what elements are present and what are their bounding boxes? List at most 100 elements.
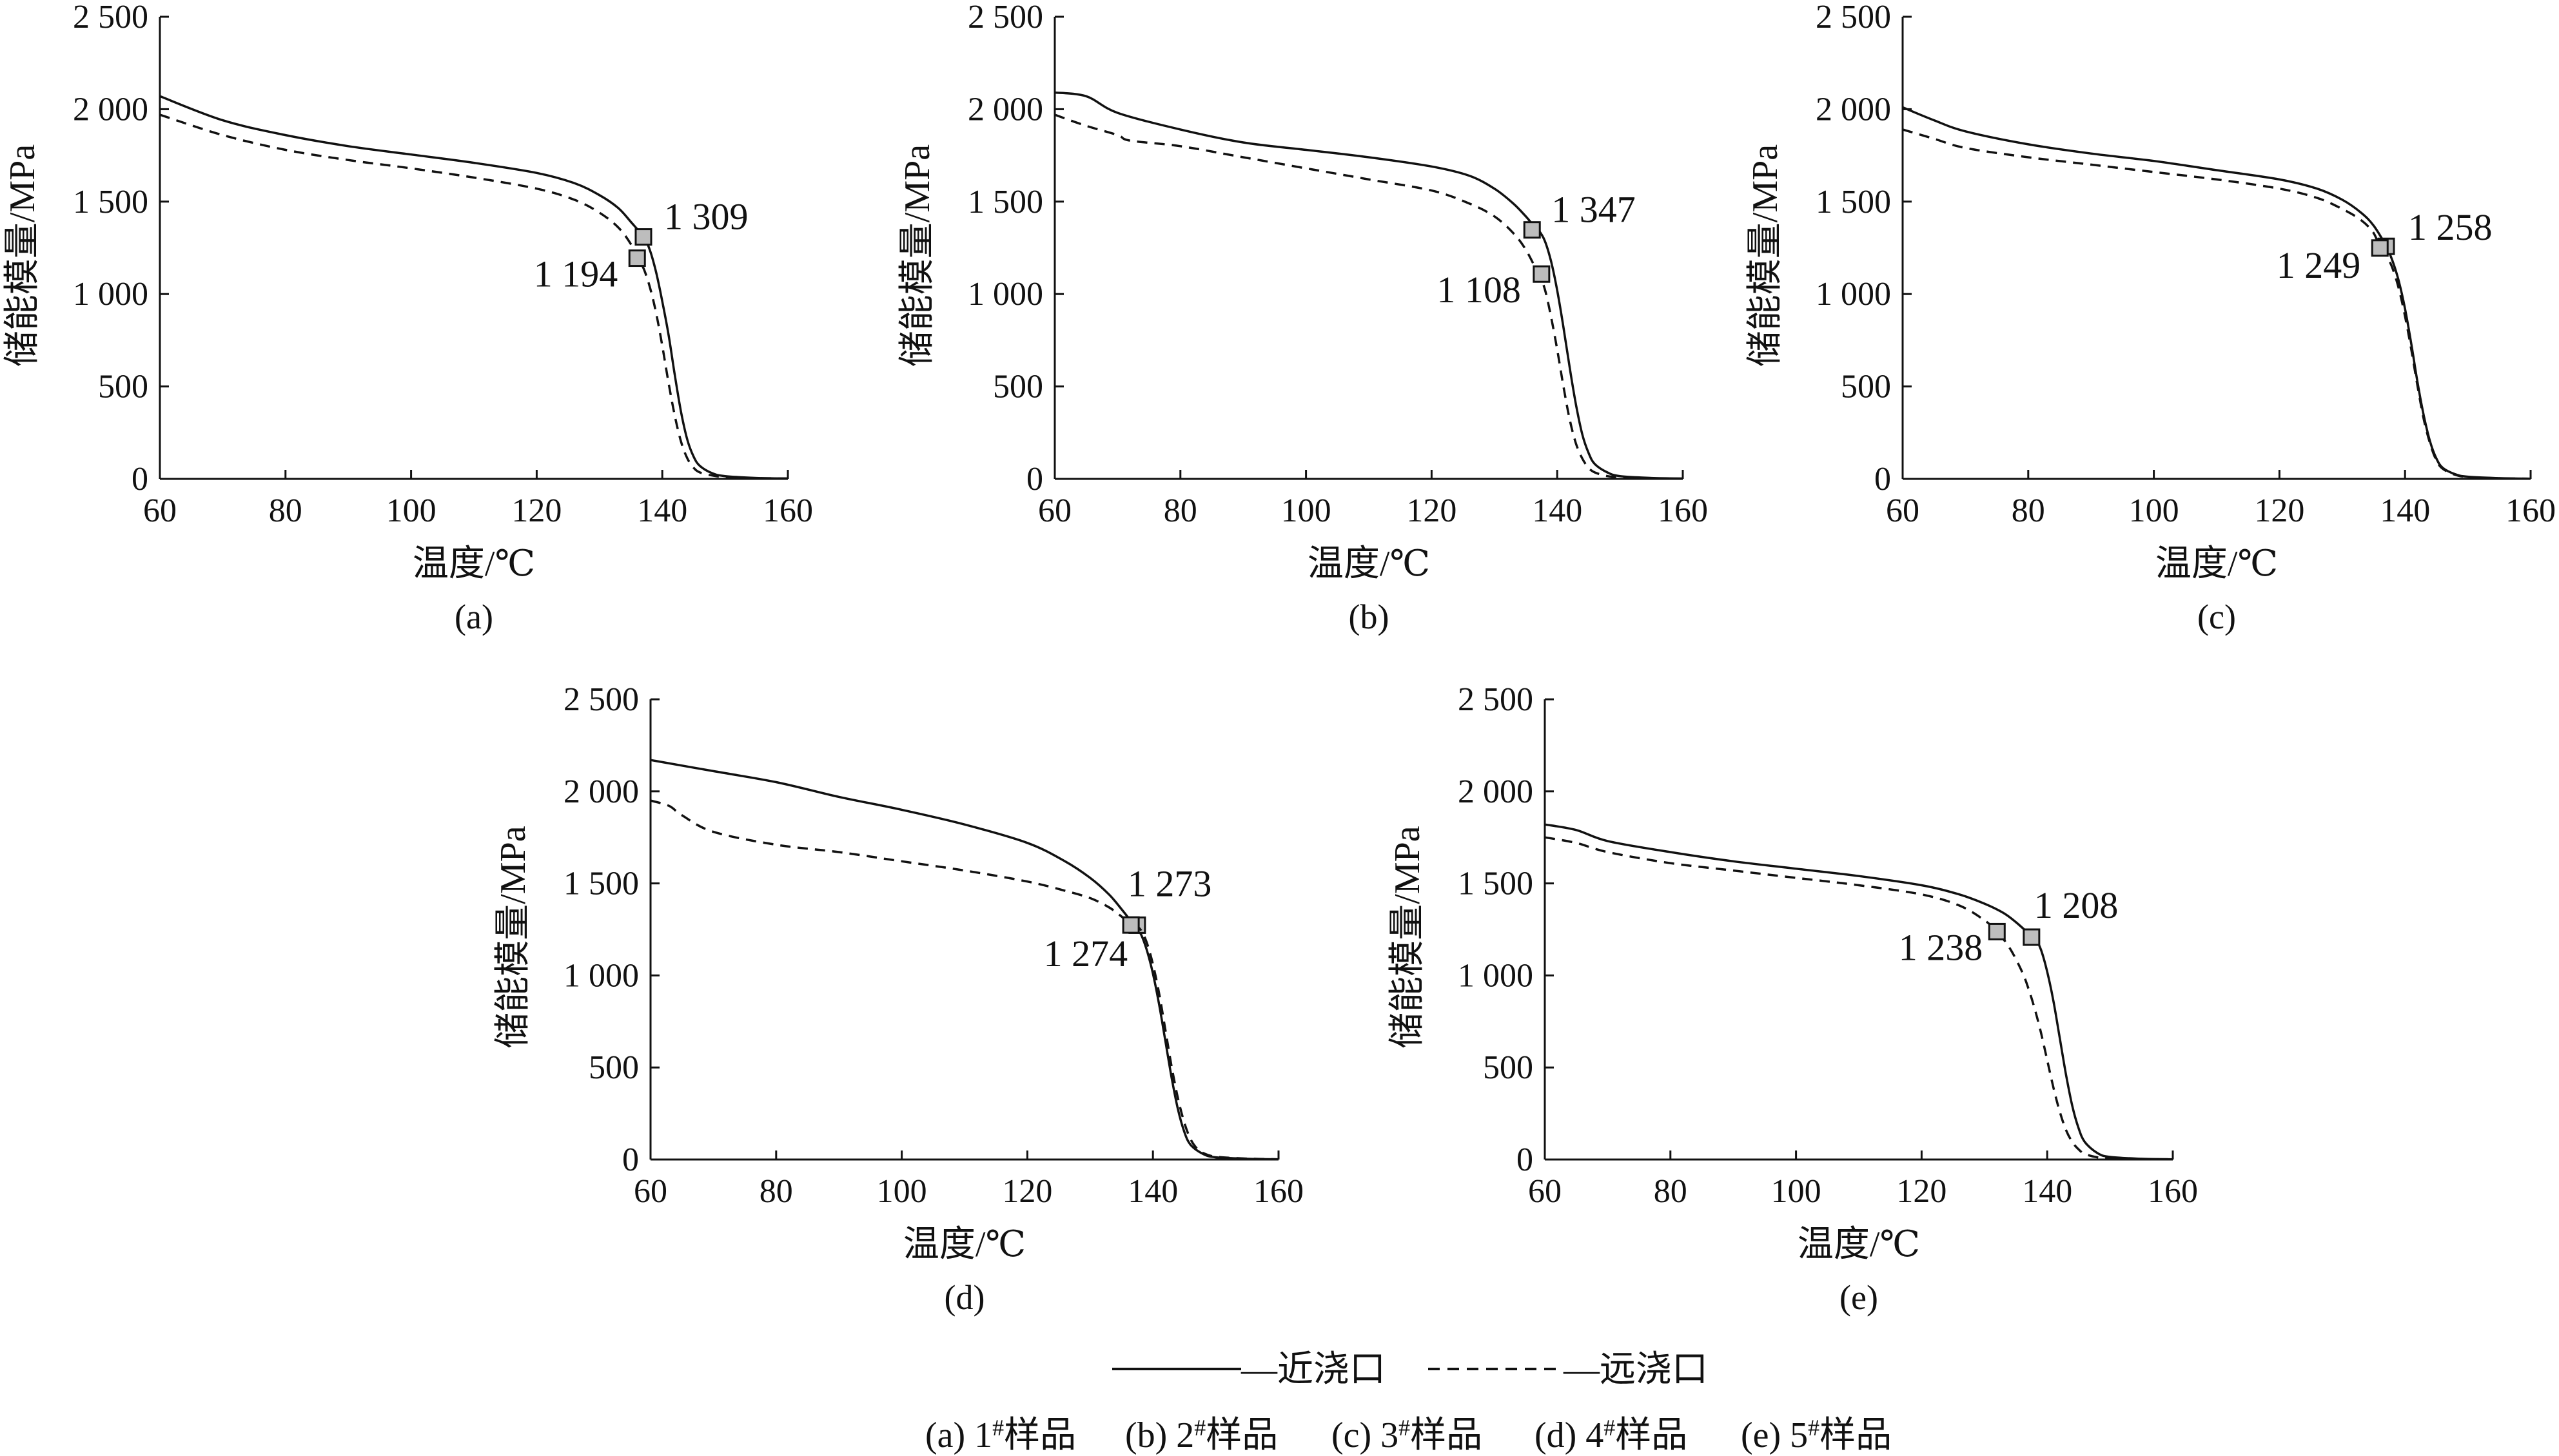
- y-axis-title: 储能模量/MPa: [3, 144, 43, 367]
- y-tick-label: 1 500: [564, 866, 639, 902]
- y-tick-label: 2 500: [968, 0, 1043, 35]
- annotation-far-gate: 1 249: [2277, 244, 2361, 286]
- series-line-far-gate: [159, 113, 789, 480]
- panel-label: (c): [2197, 597, 2236, 636]
- y-tick-label: 2 000: [564, 773, 639, 810]
- annotation-near-gate: 1 258: [2408, 206, 2493, 248]
- y-axis-title: 储能模量/MPa: [493, 826, 533, 1048]
- y-tick-label: 2 500: [1458, 681, 1533, 718]
- annotation-near-gate: 1 208: [2034, 884, 2119, 926]
- panel-label: (a): [455, 597, 493, 636]
- marker-far-gate: [1988, 922, 2006, 940]
- x-tick-label: 60: [1886, 492, 1919, 529]
- y-tick-label: 0: [1874, 461, 1891, 498]
- marker-far-gate: [628, 249, 646, 267]
- legend-far-label: —远浇口: [1563, 1350, 1708, 1390]
- series-line-far-gate: [1544, 836, 2173, 1161]
- x-tick-label: 80: [269, 492, 302, 529]
- y-axis-title: 储能模量/MPa: [1745, 144, 1785, 367]
- y-tick-label: 2 000: [73, 91, 148, 128]
- series-line-near-gate: [1054, 91, 1683, 480]
- panel-label: (d): [945, 1278, 985, 1317]
- x-axis-title: 温度/℃: [1798, 1225, 1920, 1265]
- x-tick-label: 140: [1532, 492, 1582, 529]
- x-tick-label: 60: [143, 492, 177, 529]
- y-tick-label: 1 000: [73, 276, 148, 313]
- x-tick-label: 120: [1896, 1173, 1946, 1210]
- x-tick-label: 140: [2022, 1173, 2072, 1210]
- marker-far-gate: [1122, 916, 1140, 934]
- x-tick-label: 120: [2254, 492, 2304, 529]
- panel-b: 60 80 100 120 140 160 0 500 1 000 1 500 2 000 2 500…: [897, 0, 1708, 636]
- series-line-near-gate: [650, 759, 1279, 1161]
- x-tick-label: 100: [1771, 1173, 1821, 1210]
- y-tick-label: 0: [132, 461, 148, 498]
- series-line-near-gate: [159, 95, 789, 480]
- annotation-near-gate: 1 347: [1551, 189, 1636, 231]
- x-tick-label: 120: [1002, 1173, 1052, 1210]
- y-tick-label: 1 000: [968, 276, 1043, 313]
- x-tick-label: 80: [1164, 492, 1197, 529]
- legend-near-label: —近浇口: [1240, 1350, 1386, 1390]
- y-tick-label: 2 500: [73, 0, 148, 35]
- y-tick-label: 2 000: [968, 91, 1043, 128]
- caption-e: (e) 5#样品: [1741, 1415, 1892, 1455]
- x-tick-label: 160: [1253, 1173, 1304, 1210]
- y-tick-label: 1 500: [1458, 866, 1533, 902]
- panel-d: 60 80 100 120 140 160 0 500 1 000 1 500 2 000 2 500…: [493, 681, 1304, 1317]
- x-tick-label: 140: [637, 492, 687, 529]
- caption-c: (c) 3#样品: [1331, 1415, 1482, 1455]
- x-tick-label: 160: [1658, 492, 1708, 529]
- x-tick-label: 100: [1281, 492, 1331, 529]
- y-tick-label: 2 500: [1816, 0, 1891, 35]
- series-line-far-gate: [1054, 113, 1683, 480]
- caption-d: (d) 4#样品: [1534, 1415, 1687, 1455]
- x-tick-label: 100: [877, 1173, 927, 1210]
- panel-label: (e): [1839, 1278, 1878, 1317]
- x-tick-label: 100: [386, 492, 436, 529]
- x-tick-label: 120: [1406, 492, 1456, 529]
- x-tick-label: 140: [2380, 492, 2430, 529]
- annotation-near-gate: 1 273: [1128, 862, 1212, 904]
- marker-near-gate: [634, 228, 652, 246]
- y-tick-label: 500: [993, 369, 1043, 405]
- annotation-far-gate: 1 274: [1044, 933, 1128, 975]
- annotation-far-gate: 1 194: [534, 253, 618, 295]
- y-tick-label: 0: [622, 1141, 639, 1178]
- y-tick-label: 0: [1516, 1141, 1533, 1178]
- x-tick-label: 80: [760, 1173, 793, 1210]
- x-tick-label: 160: [763, 492, 813, 529]
- y-tick-label: 2 000: [1458, 773, 1533, 810]
- y-tick-label: 1 500: [1816, 184, 1891, 220]
- legend: —近浇口 —远浇口: [1112, 1350, 1708, 1390]
- y-tick-label: 1 500: [968, 184, 1043, 220]
- y-tick-label: 500: [1841, 369, 1891, 405]
- x-axis-title: 温度/℃: [1308, 544, 1430, 584]
- y-tick-label: 1 500: [73, 184, 148, 220]
- y-tick-label: 0: [1026, 461, 1043, 498]
- x-tick-label: 60: [634, 1173, 667, 1210]
- y-tick-label: 1 000: [1816, 276, 1891, 313]
- y-axis-title: 储能模量/MPa: [1387, 826, 1427, 1048]
- y-tick-label: 2 500: [564, 681, 639, 718]
- y-tick-label: 1 000: [1458, 957, 1533, 994]
- x-axis-title: 温度/℃: [413, 544, 535, 584]
- x-tick-label: 60: [1528, 1173, 1562, 1210]
- panel-label: (b): [1349, 597, 1389, 636]
- annotation-far-gate: 1 238: [1899, 926, 1983, 968]
- marker-near-gate: [2023, 928, 2041, 946]
- x-tick-label: 100: [2129, 492, 2179, 529]
- y-tick-label: 500: [98, 369, 148, 405]
- x-tick-label: 160: [2505, 492, 2556, 529]
- y-tick-label: 500: [1483, 1049, 1533, 1086]
- annotation-far-gate: 1 108: [1436, 269, 1521, 311]
- panel-c: 60 80 100 120 140 160 0 500 1 000 1 500 2 000 2 500…: [1745, 0, 2556, 636]
- x-tick-label: 60: [1038, 492, 1072, 529]
- y-tick-label: 1 000: [564, 957, 639, 994]
- series-line-near-gate: [1544, 823, 2173, 1161]
- series-line-far-gate: [1902, 128, 2531, 480]
- caption-a: (a) 1#样品: [925, 1415, 1076, 1455]
- y-axis-title: 储能模量/MPa: [897, 144, 937, 367]
- marker-far-gate: [2371, 239, 2389, 257]
